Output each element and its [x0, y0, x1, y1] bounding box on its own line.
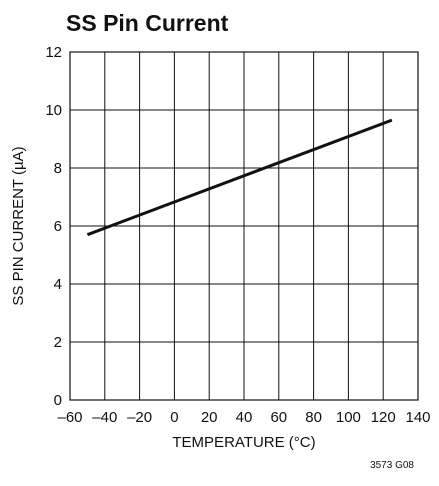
y-tick-label: 2 — [54, 334, 62, 351]
figure-code: 3573 G08 — [370, 460, 414, 471]
x-tick-label: 120 — [371, 409, 396, 426]
y-tick-label: 10 — [45, 102, 62, 119]
x-tick-label: 100 — [336, 409, 361, 426]
y-axis-ticks: 0 2 4 6 8 10 12 — [45, 44, 62, 409]
chart-title: SS Pin Current — [66, 10, 229, 36]
x-tick-label: 140 — [405, 409, 430, 426]
y-tick-label: 8 — [54, 160, 62, 177]
series-layer — [86, 118, 393, 237]
plot-frame — [69, 51, 419, 401]
x-tick-label: –20 — [127, 409, 152, 426]
x-axis-label: TEMPERATURE (°C) — [172, 434, 315, 451]
x-tick-label: –40 — [92, 409, 117, 426]
x-tick-label: 60 — [270, 409, 287, 426]
y-axis-label: SS PIN CURRENT (µA) — [10, 146, 27, 305]
y-tick-label: 12 — [45, 44, 62, 61]
y-tick-label: 4 — [54, 276, 62, 293]
x-axis-ticks: –60 –40 –20 0 20 40 60 80 100 120 140 — [57, 409, 430, 426]
series-line — [86, 118, 393, 237]
x-tick-label: –60 — [57, 409, 82, 426]
grid — [70, 52, 418, 400]
x-tick-label: 0 — [170, 409, 178, 426]
x-tick-label: 20 — [201, 409, 218, 426]
y-tick-label: 6 — [54, 218, 62, 235]
x-tick-label: 40 — [236, 409, 253, 426]
y-tick-label: 0 — [54, 392, 62, 409]
x-tick-label: 80 — [305, 409, 322, 426]
